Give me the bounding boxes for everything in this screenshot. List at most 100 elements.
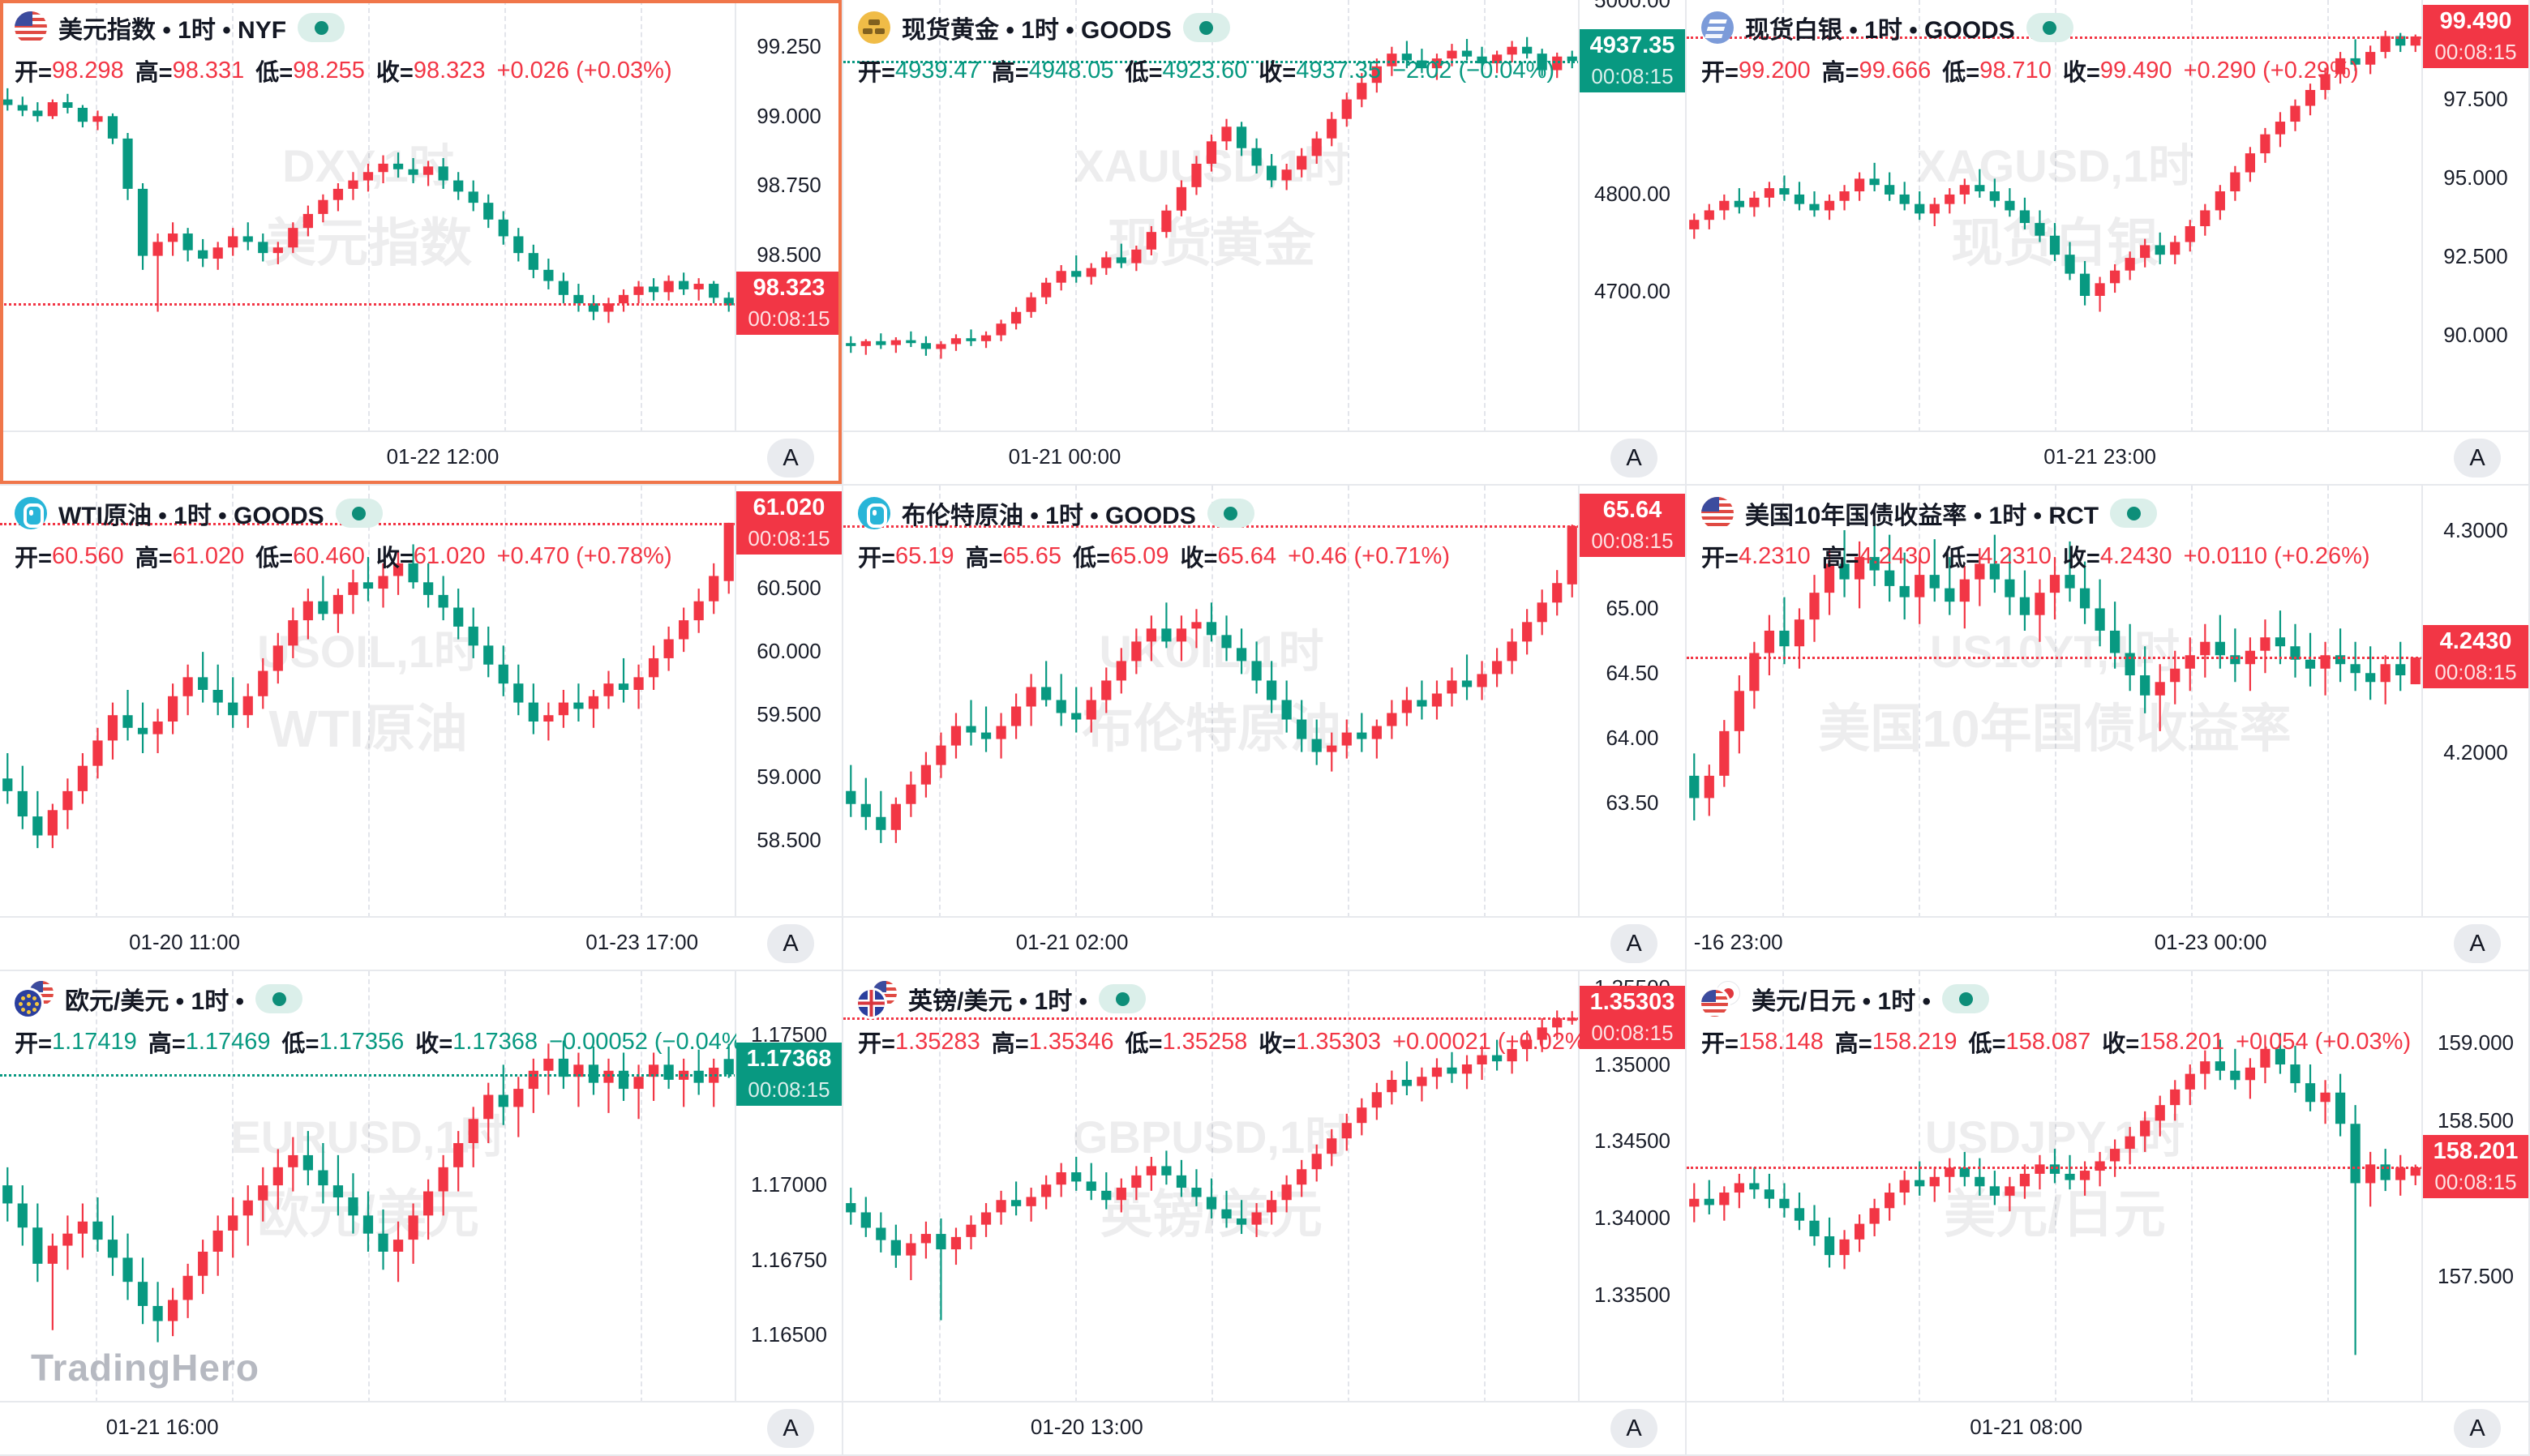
price-axis[interactable]: 1.16500 1.16750 1.17000 1.17500 1.17368 00:… xyxy=(735,971,842,1402)
live-status-toggle[interactable] xyxy=(1099,984,1147,1013)
vertical-gridline xyxy=(2326,0,2329,432)
vertical-gridline xyxy=(96,971,98,1402)
chart-panel[interactable]: UKOIL,1时 布伦特原油 布伦特原油 • 1时 • GOODS 开= 65.1… xyxy=(843,486,1687,971)
chart-plot-area[interactable]: GBPUSD,1时 英镑/美元 英镑/美元 • 1时 • 开= 1.35283 高=… xyxy=(843,971,1580,1402)
bar-countdown: 00:08:15 xyxy=(1591,63,1674,88)
last-price-badge: 4937.35 00:08:15 xyxy=(1580,28,1685,92)
chart-panel[interactable]: XAUUSD,1时 现货黄金 现货黄金 • 1时 • GOODS 开= 4939.… xyxy=(843,0,1687,486)
chart-panel[interactable]: XAGUSD,1时 现货白银 现货白银 • 1时 • GOODS 开=99.20… xyxy=(1687,0,2530,486)
price-tick-label: 1.16500 xyxy=(751,1322,827,1347)
candlestick-series xyxy=(1689,30,2421,312)
auto-scale-button[interactable]: A xyxy=(2454,439,2501,477)
live-status-toggle[interactable] xyxy=(298,13,345,42)
vertical-gridline xyxy=(96,0,98,432)
auto-scale-button[interactable]: A xyxy=(767,924,814,963)
live-dot-icon xyxy=(272,991,286,1006)
price-tick-label: 63.50 xyxy=(1606,790,1659,815)
live-status-toggle[interactable] xyxy=(255,984,303,1013)
live-status-toggle[interactable] xyxy=(335,499,383,528)
auto-scale-button[interactable]: A xyxy=(767,1409,814,1448)
chart-plot-area[interactable]: USOIL,1时 WTI原油 WTI原油 • 1时 • GOODS 开= 60.5… xyxy=(0,486,736,918)
time-axis[interactable]: 01-21 16:00 xyxy=(0,1401,842,1454)
vertical-gridline xyxy=(640,971,642,1402)
instrument-icon xyxy=(858,497,890,529)
time-tick-label: 01-21 08:00 xyxy=(1970,1415,2082,1439)
bar-countdown: 00:08:15 xyxy=(748,306,830,332)
chart-plot-area[interactable]: USDJPY,1时 美元/日元 美元/日元 • 1时 • 开= 158.148 高=… xyxy=(1687,971,2423,1402)
instrument-icon xyxy=(15,981,54,1017)
price-tick-label: 64.50 xyxy=(1606,661,1659,686)
time-axis[interactable]: 01-21 23:00 xyxy=(1687,430,2528,484)
vertical-gridline xyxy=(1347,971,1349,1402)
live-status-toggle[interactable] xyxy=(1942,984,1990,1013)
price-tick-label: 95.000 xyxy=(2443,165,2508,191)
vertical-gridline xyxy=(1483,971,1486,1402)
chart-panel[interactable]: DXY,1时 美元指数 美元指数 • 1时 • NYF 开= 98.298 高= 98… xyxy=(0,0,843,486)
vertical-gridline xyxy=(504,971,506,1402)
auto-scale-button[interactable]: A xyxy=(1610,1409,1657,1448)
price-axis[interactable]: 63.50 64.00 64.50 65.00 65.64 00:08:15 xyxy=(1578,486,1685,918)
chart-panel[interactable]: US10YT,1时 美国10年国债收益率 美国10年国债收益率 • 1时 • R… xyxy=(1687,486,2530,971)
chart-plot-area[interactable]: US10YT,1时 美国10年国债收益率 美国10年国债收益率 • 1时 • R… xyxy=(1687,486,2423,918)
chart-plot-area[interactable]: EURUSD,1时 欧元/美元 欧元/美元 • 1时 • 开= 1.17419 高=… xyxy=(0,971,736,1402)
live-status-toggle[interactable] xyxy=(1182,13,1230,42)
live-status-toggle[interactable] xyxy=(2026,13,2073,42)
panel-header: 美国10年国债收益率 • 1时 • RCT 开= 4.2310 高= 4.2430 低=… xyxy=(1701,492,2382,573)
bar-countdown: 00:08:15 xyxy=(748,1077,830,1102)
panel-header: 布伦特原油 • 1时 • GOODS 开= 65.19 高= 65.65 低= 65.09… xyxy=(858,492,1461,573)
ohlc-row: 开= 60.560 高= 61.020 低= 60.460 收= 61.020 +0.470 (… xyxy=(15,542,672,572)
vertical-gridline xyxy=(2055,0,2056,432)
candlestick-series xyxy=(2,88,734,323)
price-tick-label: 90.000 xyxy=(2443,323,2508,348)
instrument-row: WTI原油 • 1时 • GOODS xyxy=(15,492,684,534)
time-axis[interactable]: 01-21 00:00 xyxy=(843,430,1685,484)
panel-header: 美元指数 • 1时 • NYF 开= 98.298 高= 98.331 低= 98.255… xyxy=(15,6,684,88)
time-axis[interactable]: 01-21 08:00 xyxy=(1687,1401,2528,1454)
auto-scale-button[interactable]: A xyxy=(2454,924,2501,963)
chart-plot-area[interactable]: XAUUSD,1时 现货黄金 现货黄金 • 1时 • GOODS 开= 4939.… xyxy=(843,0,1580,432)
candlestick-series xyxy=(846,36,1577,359)
price-tick-label: 60.000 xyxy=(757,638,821,663)
time-axis[interactable]: -16 23:00 01-23 00:00 xyxy=(1687,916,2528,970)
auto-scale-button[interactable]: A xyxy=(1610,924,1657,963)
time-axis[interactable]: 01-20 11:00 01-23 17:00 xyxy=(0,916,842,970)
auto-scale-button[interactable]: A xyxy=(767,439,814,477)
price-axis[interactable]: 58.500 59.000 59.500 60.000 60.500 61.020 00… xyxy=(735,486,842,918)
time-axis[interactable]: 01-20 13:00 xyxy=(843,1401,1685,1454)
price-tick-label: 59.000 xyxy=(757,764,821,790)
live-status-toggle[interactable] xyxy=(2110,499,2158,528)
live-status-toggle[interactable] xyxy=(1207,499,1254,528)
panel-header: 美元/日元 • 1时 • 开= 158.148 高= 158.219 低= 158.087… xyxy=(1701,978,2422,1059)
price-axis[interactable]: 4700.00 4800.00 5000.00 4937.35 00:08:15 xyxy=(1578,0,1685,432)
candlestick-series xyxy=(1689,519,2421,820)
last-price-badge: 98.323 00:08:15 xyxy=(736,272,842,336)
instrument-row: 布伦特原油 • 1时 • GOODS xyxy=(858,492,1461,534)
time-tick-label: 01-22 12:00 xyxy=(386,444,500,469)
time-axis[interactable]: 01-22 12:00 xyxy=(0,430,842,484)
ohlc-row: 开= 99.200 高= 99.666 低= 98.710 收= 99.490 +0.290 (… xyxy=(1701,57,2359,87)
auto-scale-button[interactable]: A xyxy=(1610,439,1657,477)
last-price-badge: 61.020 00:08:15 xyxy=(736,490,842,555)
auto-scale-button[interactable]: A xyxy=(2454,1409,2501,1448)
chart-panel[interactable]: GBPUSD,1时 英镑/美元 英镑/美元 • 1时 • 开= 1.35283 高=… xyxy=(843,971,1687,1456)
chart-plot-area[interactable]: XAGUSD,1时 现货白银 现货白银 • 1时 • GOODS 开=99.20… xyxy=(1687,0,2423,432)
chart-panel[interactable]: USDJPY,1时 美元/日元 美元/日元 • 1时 • 开= 158.148 高=… xyxy=(1687,971,2530,1456)
time-axis[interactable]: 01-21 02:00 xyxy=(843,916,1685,970)
price-tick-label: 157.500 xyxy=(2438,1263,2514,1288)
chart-panel[interactable]: EURUSD,1时 欧元/美元 欧元/美元 • 1时 • 开= 1.17419 高=… xyxy=(0,971,843,1456)
last-price-line xyxy=(0,1073,736,1077)
last-price-value: 4937.35 xyxy=(1589,32,1675,58)
chart-plot-area[interactable]: UKOIL,1时 布伦特原油 布伦特原油 • 1时 • GOODS 开= 65.1… xyxy=(843,486,1580,918)
instrument-title: 美元/日元 • 1时 • xyxy=(1752,988,1932,1015)
price-axis[interactable]: 98.500 98.750 99.000 99.250 98.323 00:08:15 xyxy=(735,0,842,432)
chart-plot-area[interactable]: DXY,1时 美元指数 美元指数 • 1时 • NYF 开= 98.298 高= 98… xyxy=(0,0,736,432)
price-axis[interactable]: 157.500 158.500 159.000 158.201 00:08:15 xyxy=(2421,971,2528,1402)
vertical-gridline xyxy=(504,0,506,432)
chart-panel[interactable]: USOIL,1时 WTI原油 WTI原油 • 1时 • GOODS 开= 60.5… xyxy=(0,486,843,971)
instrument-title: 美国10年国债收益率 • 1时 • RCT xyxy=(1745,503,2099,529)
price-tick-label: 4700.00 xyxy=(1594,278,1670,303)
price-tick-label: 92.500 xyxy=(2443,244,2508,269)
